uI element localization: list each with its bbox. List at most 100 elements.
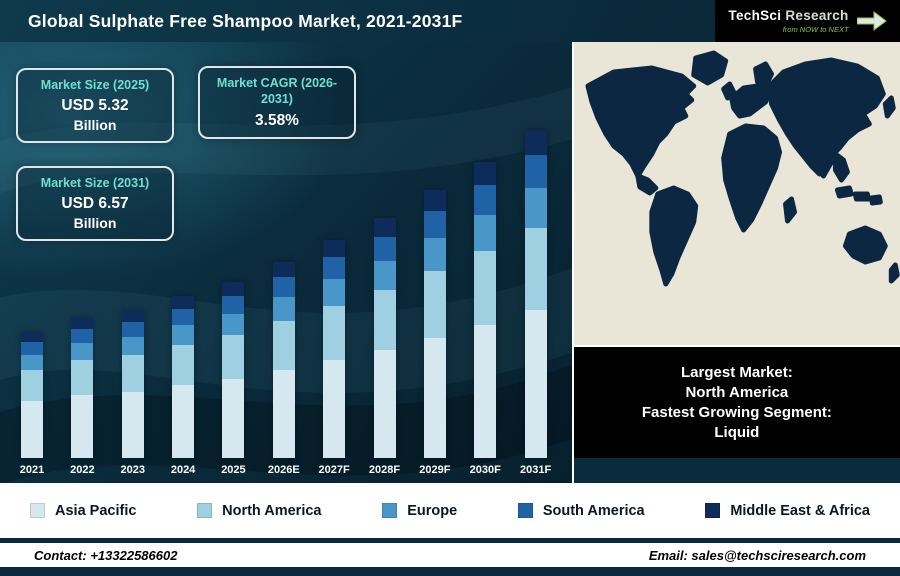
brand-logo: TechSci Research from NOW to NEXT <box>715 0 900 42</box>
bar-segment-north-america <box>474 251 497 325</box>
largest-market-value: North America <box>685 384 789 401</box>
bar-column-2029f: 2029F <box>415 190 455 481</box>
bar-segment-asia-pacific <box>272 370 295 458</box>
legend-swatch-icon <box>382 503 398 518</box>
bar-stack <box>272 262 295 458</box>
bar-segment-middle-east-africa <box>172 296 195 309</box>
bar-segment-north-america <box>272 321 295 370</box>
bar-segment-asia-pacific <box>423 338 446 458</box>
bar-segment-europe <box>222 314 245 335</box>
bar-column-2026e: 2026E <box>264 262 304 481</box>
bar-segment-middle-east-africa <box>373 218 396 237</box>
brand-name: TechSci Research <box>728 9 848 23</box>
x-axis-label: 2030F <box>469 464 501 476</box>
bar-segment-middle-east-africa <box>524 130 547 155</box>
bar-segment-north-america <box>172 345 195 385</box>
legend-item-north-america: North America <box>197 502 322 519</box>
brand-logo-text: TechSci Research from NOW to NEXT <box>728 9 848 33</box>
bar-segment-middle-east-africa <box>121 310 144 322</box>
bar-segment-europe <box>172 325 195 345</box>
bar-segment-asia-pacific <box>373 350 396 458</box>
bar-segment-europe <box>474 215 497 251</box>
bar-stack <box>524 130 547 458</box>
right-column: Largest Market: North America Fastest Gr… <box>571 42 900 483</box>
bar-stack <box>323 240 346 458</box>
legend-item-europe: Europe <box>382 503 457 519</box>
bar-segment-europe <box>373 261 396 290</box>
market-info-panel: Largest Market: North America Fastest Gr… <box>573 345 900 458</box>
bar-column-2022: 2022 <box>62 318 102 481</box>
x-axis-label: 2022 <box>70 464 95 476</box>
bar-column-2024: 2024 <box>163 296 203 481</box>
legend-label: Middle East & Africa <box>730 502 870 519</box>
bar-segment-asia-pacific <box>222 379 245 458</box>
bar-segment-south-america <box>172 309 195 325</box>
bar-segment-europe <box>71 343 94 360</box>
bar-segment-south-america <box>524 155 547 188</box>
bar-column-2025: 2025 <box>213 282 253 481</box>
legend-label: Europe <box>407 502 458 519</box>
bar-segment-middle-east-africa <box>474 162 497 185</box>
bar-segment-europe <box>524 188 547 228</box>
x-axis-label: 2027F <box>318 464 350 476</box>
bar-stack <box>423 190 446 458</box>
bar-segment-south-america <box>323 257 346 279</box>
bar-column-2027f: 2027F <box>314 240 354 481</box>
bar-segment-asia-pacific <box>323 360 346 458</box>
bar-segment-north-america <box>21 370 43 401</box>
legend-item-middle-east-africa: Middle East & Africa <box>705 503 870 519</box>
legend-swatch-icon <box>30 503 45 518</box>
chart-legend: Asia Pacific North America Europe South Ame… <box>0 483 900 538</box>
brand-name-secondary: Research <box>785 8 849 23</box>
bar-segment-north-america <box>373 290 396 350</box>
bar-segment-asia-pacific <box>71 395 94 458</box>
stacked-bar-chart: 2021 2022 2023 2024 2025 2026E 2027F 2028F 2029F… <box>12 130 556 481</box>
brand-tagline: from NOW to NEXT <box>782 24 849 34</box>
bar-segment-asia-pacific <box>172 385 195 458</box>
stat-value: USD 5.32 <box>61 97 129 115</box>
bar-segment-south-america <box>474 185 497 215</box>
chart-panel: Market Size (2025) USD 5.32 Billion Mark… <box>0 42 572 483</box>
legend-swatch-icon <box>517 503 533 518</box>
bar-segment-asia-pacific <box>21 401 43 458</box>
bar-segment-north-america <box>71 360 94 395</box>
x-axis-label: 2023 <box>120 464 145 476</box>
bar-segment-north-america <box>222 335 245 379</box>
main-content: Market Size (2025) USD 5.32 Billion Mark… <box>0 42 900 483</box>
bar-column-2028f: 2028F <box>365 218 405 481</box>
bar-segment-south-america <box>21 342 43 355</box>
footer-divider-top <box>0 538 900 543</box>
header: Global Sulphate Free Shampoo Market, 202… <box>0 0 900 42</box>
bar-segment-middle-east-africa <box>21 332 43 342</box>
bar-column-2030f: 2030F <box>465 162 505 481</box>
bar-segment-europe <box>272 297 295 321</box>
bar-segment-middle-east-africa <box>423 190 446 211</box>
bar-segment-asia-pacific <box>524 310 547 458</box>
bar-segment-south-america <box>373 237 396 261</box>
stat-unit: Billion <box>73 214 117 231</box>
bar-segment-north-america <box>323 306 346 360</box>
x-axis-label: 2028F <box>368 464 401 476</box>
legend-label: North America <box>222 502 322 519</box>
stat-box-market-size-2025: Market Size (2025) USD 5.32 Billion <box>16 68 174 144</box>
page-title: Global Sulphate Free Shampoo Market, 202… <box>28 10 463 31</box>
bar-segment-europe <box>423 238 446 271</box>
bar-segment-north-america <box>423 271 446 338</box>
footer-divider-bottom <box>0 567 900 576</box>
email-info: Email: sales@techsciresearch.com <box>648 547 866 563</box>
bar-segment-south-america <box>71 329 94 343</box>
x-axis-label: 2021 <box>19 464 45 476</box>
stat-box-market-cagr: Market CAGR (2026-2031) 3.58% <box>198 66 356 140</box>
bar-column-2031f: 2031F <box>516 130 556 481</box>
stat-box-market-size-2031: Market Size (2031) USD 6.57 Billion <box>16 166 174 242</box>
legend-label: South America <box>542 502 645 519</box>
bar-segment-north-america <box>524 228 547 310</box>
bar-segment-south-america <box>121 322 144 337</box>
bar-segment-europe <box>121 337 144 355</box>
brand-name-primary: TechSci <box>728 8 782 23</box>
bar-column-2023: 2023 <box>113 310 153 481</box>
stat-value: USD 6.57 <box>61 195 129 213</box>
bar-segment-north-america <box>121 355 144 392</box>
legend-label: Asia Pacific <box>55 502 137 519</box>
